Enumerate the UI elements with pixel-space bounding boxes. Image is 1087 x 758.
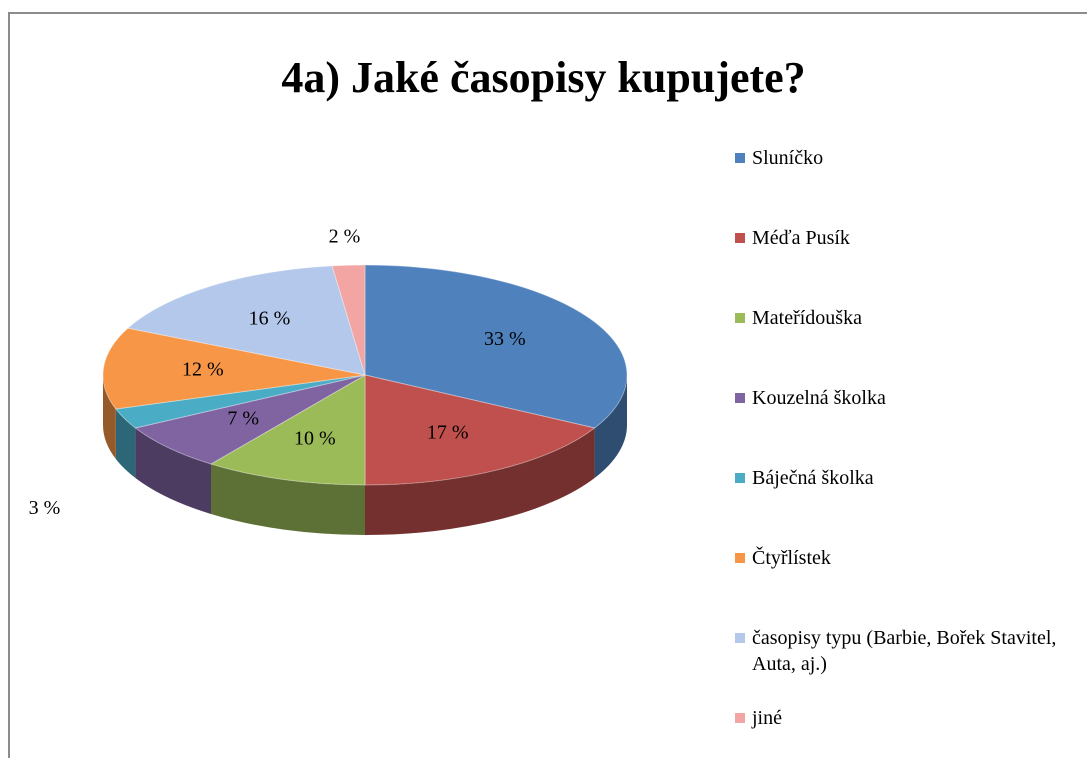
- value-label: 3 %: [29, 497, 61, 519]
- legend-swatch: [735, 473, 745, 483]
- slice-side: [594, 375, 627, 478]
- slice: [102, 327, 366, 410]
- legend-item: Báječná školka: [735, 465, 1075, 491]
- value-labels: 33 % 17 % 10 % 7 % 3 % 12 % 16 % 2 %: [29, 225, 526, 519]
- value-label: 17 %: [427, 421, 469, 443]
- slice: [114, 374, 366, 429]
- legend-swatch: [735, 153, 745, 163]
- legend-item: Kouzelná školka: [735, 385, 1075, 411]
- legend-label: Čtyřlístek: [752, 547, 831, 569]
- slice: [134, 374, 366, 465]
- slice-side: [365, 427, 595, 535]
- legend-label: Kouzelná školka: [752, 387, 886, 409]
- slice-side: [211, 463, 365, 535]
- legend-item: Sluníčko: [735, 145, 1075, 171]
- legend-label: časopisy typu (Barbie, Bořek Stavitel, A…: [752, 627, 1057, 675]
- legend-swatch: [735, 313, 745, 323]
- value-label: 2 %: [329, 225, 361, 247]
- slice: [126, 265, 366, 376]
- slice-side: [135, 427, 212, 514]
- legend-label: Mateřídouška: [752, 307, 862, 329]
- chart-title: 4a) Jaké časopisy kupujete?: [281, 53, 806, 102]
- pie-tops: [102, 264, 628, 486]
- slice: [209, 374, 366, 486]
- value-label: 16 %: [249, 307, 291, 329]
- legend-label: Méďa Pusík: [752, 227, 850, 249]
- legend-label: Báječná školka: [752, 467, 874, 489]
- value-label: 10 %: [294, 427, 336, 449]
- legend-swatch: [735, 713, 745, 723]
- value-label: 12 %: [182, 358, 224, 380]
- legend-item: Méďa Pusík: [735, 225, 1075, 251]
- slice-side: [115, 408, 136, 478]
- legend-item: Mateřídouška: [735, 305, 1075, 331]
- legend-swatch: [735, 553, 745, 563]
- slice: [364, 374, 596, 486]
- chart-frame: [8, 12, 1087, 758]
- legend-item: jiné: [735, 705, 1075, 731]
- legend-swatch: [735, 633, 745, 643]
- slice: [331, 264, 366, 376]
- legend-item: Čtyřlístek: [735, 545, 1075, 571]
- legend-swatch: [735, 233, 745, 243]
- slice-side: [103, 375, 116, 459]
- legend-label: Sluníčko: [752, 147, 824, 169]
- value-label: 33 %: [484, 328, 526, 350]
- legend-item: časopisy typu (Barbie, Bořek Stavitel, A…: [735, 625, 1075, 677]
- legend-label: jiné: [752, 707, 782, 729]
- value-label: 7 %: [227, 408, 259, 430]
- slice: [364, 264, 628, 429]
- pie-sides: [103, 375, 627, 535]
- legend-swatch: [735, 393, 745, 403]
